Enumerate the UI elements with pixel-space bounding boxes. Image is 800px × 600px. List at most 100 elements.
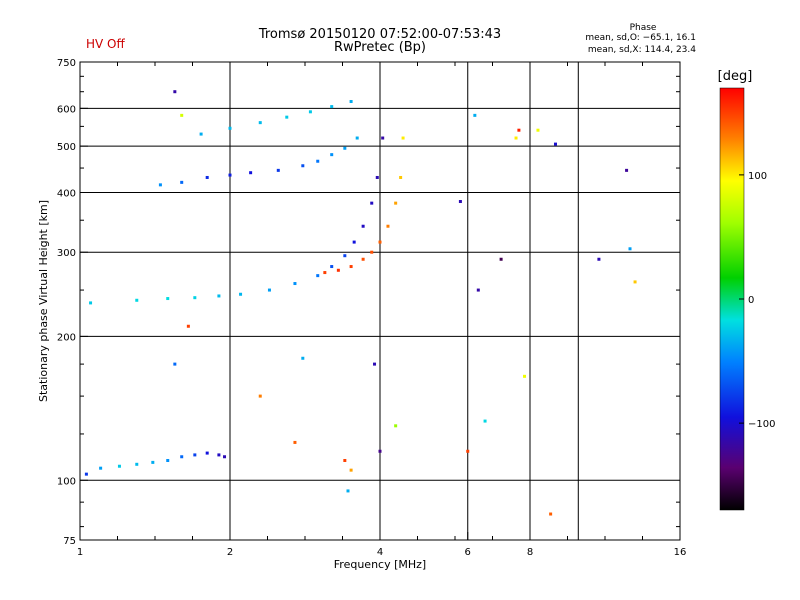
data-point	[352, 240, 356, 244]
data-point	[180, 455, 184, 459]
data-point	[549, 512, 553, 516]
data-point	[293, 440, 297, 444]
data-point	[336, 268, 340, 272]
y-tick-label: 100	[57, 476, 76, 487]
colorbar-tick-label: −100	[748, 419, 775, 430]
data-point	[343, 254, 347, 258]
data-point	[135, 298, 139, 302]
data-point	[399, 175, 403, 179]
data-point	[378, 240, 382, 244]
chart-subtitle: RwPretec (Bp)	[333, 40, 427, 55]
data-point	[285, 115, 289, 119]
data-point	[205, 175, 209, 179]
x-tick-label: 16	[674, 547, 687, 558]
data-point	[361, 224, 365, 228]
grid-lines	[80, 62, 680, 540]
data-point	[499, 257, 503, 261]
y-axis-label: Stationary phase Virtual Height [km]	[37, 200, 50, 402]
data-point	[293, 282, 297, 286]
x-tick-label: 4	[377, 547, 383, 558]
data-point	[151, 460, 155, 464]
data-point	[370, 250, 374, 254]
y-tick-label: 500	[57, 142, 76, 153]
data-point	[217, 453, 221, 457]
data-point	[633, 280, 637, 284]
data-points	[84, 90, 637, 516]
data-point	[343, 458, 347, 462]
data-point	[473, 113, 477, 117]
data-point	[330, 105, 334, 109]
data-point	[523, 374, 527, 378]
y-tick-label: 400	[57, 188, 76, 199]
y-tick-label: 600	[57, 104, 76, 115]
data-point	[205, 451, 209, 455]
data-point	[373, 362, 377, 366]
data-point	[394, 424, 398, 428]
data-point	[349, 265, 353, 269]
data-point	[343, 146, 347, 150]
data-point	[173, 90, 177, 94]
data-point	[316, 159, 320, 163]
data-point	[349, 100, 353, 104]
data-point	[517, 128, 521, 132]
data-point	[458, 200, 462, 204]
data-point	[597, 257, 601, 261]
data-point	[199, 132, 203, 136]
data-point	[217, 294, 221, 298]
data-point	[117, 464, 121, 468]
y-tick-label: 75	[63, 536, 76, 547]
data-point	[625, 168, 629, 172]
data-point	[330, 153, 334, 157]
data-point	[483, 419, 487, 423]
data-point	[355, 136, 359, 140]
data-point	[361, 257, 365, 261]
data-point	[158, 183, 162, 187]
data-point	[89, 301, 93, 305]
phase-stats-x: mean, sd,X: 114.4, 23.4	[587, 45, 696, 55]
data-point	[370, 201, 374, 205]
data-point	[228, 126, 232, 130]
colorbar-ticks: 100 0 −100	[739, 171, 775, 430]
x-tick-label: 1	[77, 547, 83, 558]
data-point	[330, 265, 334, 269]
data-point	[375, 175, 379, 179]
data-point	[316, 274, 320, 278]
data-point	[394, 201, 398, 205]
phase-stats-o: mean, sd,O: −65.1, 16.1	[585, 33, 696, 43]
data-point	[301, 164, 305, 168]
data-point	[223, 455, 227, 459]
data-point	[514, 136, 518, 140]
data-point	[267, 288, 271, 292]
data-point	[346, 489, 350, 493]
data-point	[466, 449, 470, 453]
data-point	[193, 453, 197, 457]
y-tick-label: 750	[57, 58, 76, 69]
data-point	[308, 110, 312, 114]
x-tick-label: 8	[527, 547, 533, 558]
data-point	[349, 468, 353, 472]
data-point	[173, 362, 177, 366]
data-point	[301, 356, 305, 360]
data-point	[381, 136, 385, 140]
data-point	[258, 121, 262, 125]
data-point	[249, 171, 253, 175]
data-point	[553, 142, 557, 146]
data-point	[180, 180, 184, 184]
data-point	[193, 296, 197, 300]
x-tick-label: 2	[227, 547, 233, 558]
data-point	[239, 292, 243, 296]
data-point	[628, 247, 632, 251]
x-axis-label: Frequency [MHz]	[334, 558, 426, 571]
colorbar-label: [deg]	[717, 69, 753, 84]
x-tick-label: 6	[465, 547, 471, 558]
data-point	[135, 462, 139, 466]
data-point	[99, 466, 103, 470]
phase-heading: Phase	[629, 23, 657, 33]
axis-ticks: 1 2 4 6 8 16 75 100 200 300 400 500 600 750	[57, 58, 686, 558]
y-tick-label: 200	[57, 332, 76, 343]
data-point	[378, 449, 382, 453]
data-point	[166, 458, 170, 462]
data-point	[186, 324, 190, 328]
data-point	[536, 128, 540, 132]
